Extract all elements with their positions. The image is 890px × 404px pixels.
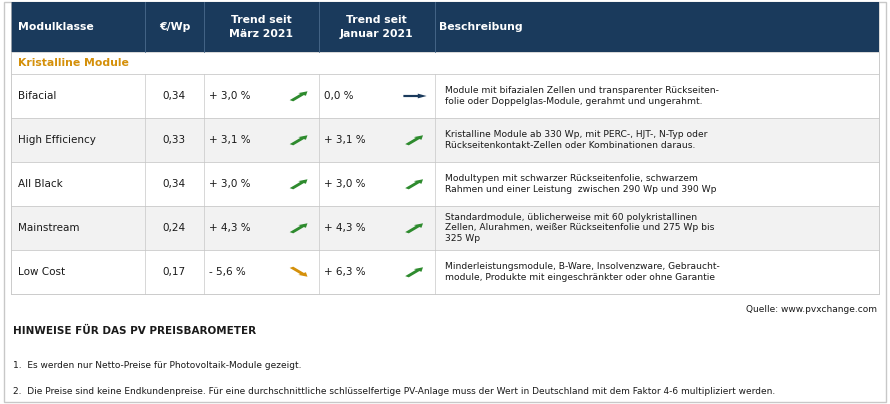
Text: All Black: All Black bbox=[18, 179, 62, 189]
Polygon shape bbox=[405, 267, 423, 278]
Text: Minderleistungsmodule, B-Ware, Insolvenzware, Gebraucht-: Minderleistungsmodule, B-Ware, Insolvenz… bbox=[445, 262, 720, 271]
Text: 0,33: 0,33 bbox=[163, 135, 186, 145]
Text: + 3,0 %: + 3,0 % bbox=[209, 91, 250, 101]
Text: Modulklasse: Modulklasse bbox=[18, 22, 93, 32]
Text: + 3,1 %: + 3,1 % bbox=[324, 135, 366, 145]
Text: Beschreibung: Beschreibung bbox=[439, 22, 522, 32]
Text: + 4,3 %: + 4,3 % bbox=[209, 223, 250, 233]
Text: 0,17: 0,17 bbox=[163, 267, 186, 277]
Polygon shape bbox=[403, 94, 426, 98]
Text: Trend seit
Januar 2021: Trend seit Januar 2021 bbox=[340, 15, 414, 39]
Bar bbox=[11, 250, 879, 294]
Text: 325 Wp: 325 Wp bbox=[445, 234, 481, 243]
Text: module, Produkte mit eingeschränkter oder ohne Garantie: module, Produkte mit eingeschränkter ode… bbox=[445, 273, 716, 282]
Bar bbox=[11, 52, 879, 74]
Text: Low Cost: Low Cost bbox=[18, 267, 65, 277]
Text: Modultypen mit schwarzer Rückseitenfolie, schwarzem: Modultypen mit schwarzer Rückseitenfolie… bbox=[445, 174, 698, 183]
Text: Zellen, Alurahmen, weißer Rückseitenfolie und 275 Wp bis: Zellen, Alurahmen, weißer Rückseitenfoli… bbox=[445, 223, 715, 232]
Text: + 3,0 %: + 3,0 % bbox=[209, 179, 250, 189]
Text: Mainstream: Mainstream bbox=[18, 223, 79, 233]
Text: 2.  Die Preise sind keine Endkundenpreise. Für eine durchschnittliche schlüsself: 2. Die Preise sind keine Endkundenpreise… bbox=[13, 387, 775, 396]
Text: + 3,1 %: + 3,1 % bbox=[209, 135, 250, 145]
Text: Quelle: www.pvxchange.com: Quelle: www.pvxchange.com bbox=[746, 305, 877, 314]
Text: 1.  Es werden nur Netto-Preise für Photovoltaik-Module gezeigt.: 1. Es werden nur Netto-Preise für Photov… bbox=[13, 361, 302, 370]
Text: Kristalline Module ab 330 Wp, mit PERC-, HJT-, N-Typ oder: Kristalline Module ab 330 Wp, mit PERC-,… bbox=[445, 130, 708, 139]
Polygon shape bbox=[289, 267, 307, 277]
Polygon shape bbox=[405, 179, 423, 189]
Text: Standardmodule, üblicherweise mit 60 polykristallinen: Standardmodule, üblicherweise mit 60 pol… bbox=[445, 213, 698, 222]
Text: - 5,6 %: - 5,6 % bbox=[209, 267, 246, 277]
Polygon shape bbox=[405, 135, 423, 145]
Text: folie oder Doppelglas-Module, gerahmt und ungerahmt.: folie oder Doppelglas-Module, gerahmt un… bbox=[445, 97, 703, 106]
Bar bbox=[11, 206, 879, 250]
Text: + 3,0 %: + 3,0 % bbox=[324, 179, 366, 189]
Text: 0,0 %: 0,0 % bbox=[324, 91, 354, 101]
Text: Module mit bifazialen Zellen und transparenter Rückseiten-: Module mit bifazialen Zellen und transpa… bbox=[445, 86, 719, 95]
Polygon shape bbox=[289, 223, 307, 234]
Text: Rückseitenkontakt-Zellen oder Kombinationen daraus.: Rückseitenkontakt-Zellen oder Kombinatio… bbox=[445, 141, 696, 150]
Text: Kristalline Module: Kristalline Module bbox=[18, 58, 129, 68]
Text: 0,24: 0,24 bbox=[163, 223, 186, 233]
Polygon shape bbox=[289, 91, 307, 101]
Text: + 6,3 %: + 6,3 % bbox=[324, 267, 366, 277]
Text: 0,34: 0,34 bbox=[163, 91, 186, 101]
Bar bbox=[11, 2, 879, 52]
Bar bbox=[11, 74, 879, 118]
Polygon shape bbox=[405, 223, 423, 234]
Text: €/Wp: €/Wp bbox=[158, 22, 190, 32]
Text: High Efficiency: High Efficiency bbox=[18, 135, 96, 145]
Polygon shape bbox=[289, 179, 307, 189]
Text: HINWEISE FÜR DAS PV PREISBAROMETER: HINWEISE FÜR DAS PV PREISBAROMETER bbox=[13, 326, 256, 337]
Bar bbox=[11, 118, 879, 162]
Text: 0,34: 0,34 bbox=[163, 179, 186, 189]
Text: + 4,3 %: + 4,3 % bbox=[324, 223, 366, 233]
Bar bbox=[11, 162, 879, 206]
Text: Trend seit
März 2021: Trend seit März 2021 bbox=[230, 15, 294, 39]
Text: Bifacial: Bifacial bbox=[18, 91, 56, 101]
Polygon shape bbox=[289, 135, 307, 145]
Text: Rahmen und einer Leistung  zwischen 290 Wp und 390 Wp: Rahmen und einer Leistung zwischen 290 W… bbox=[445, 185, 716, 194]
